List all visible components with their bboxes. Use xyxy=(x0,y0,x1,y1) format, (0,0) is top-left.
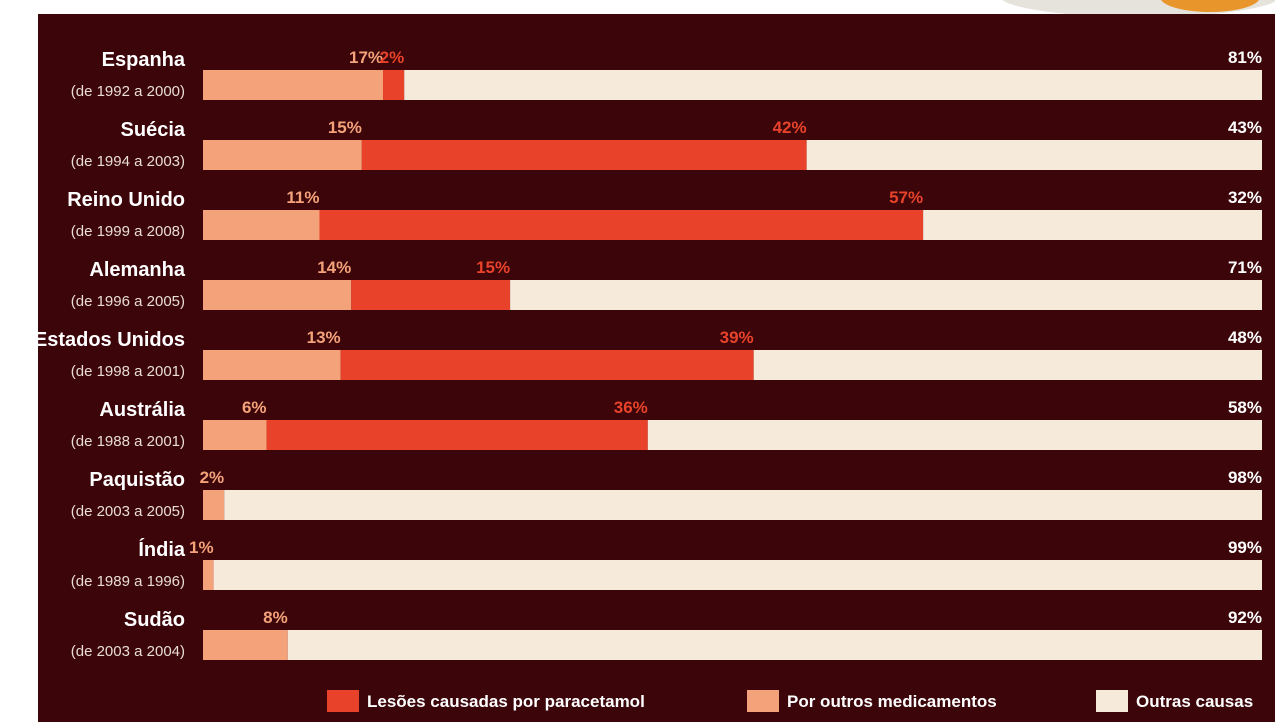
bar-paracetamol-espanha xyxy=(383,70,405,100)
bar-other-causes-reino-unido xyxy=(923,210,1262,240)
value-label-paracetamol-reino-unido: 57% xyxy=(889,188,923,207)
value-label-other-medications-reino-unido: 11% xyxy=(286,188,319,207)
bar-other-causes-india xyxy=(213,560,1263,590)
value-label-paracetamol-espanha: 2% xyxy=(380,48,405,67)
value-label-other-medications-australia: 6% xyxy=(242,398,267,417)
value-label-paracetamol-estados-unidos: 39% xyxy=(720,328,754,347)
period-label-india: (de 1989 a 1996) xyxy=(71,573,185,590)
value-label-other-causes-reino-unido: 32% xyxy=(1228,188,1262,207)
bar-other-medications-suecia xyxy=(203,140,362,170)
period-label-estados-unidos: (de 1998 a 2001) xyxy=(71,363,185,380)
country-label-australia: Austrália xyxy=(99,399,185,421)
value-label-other-causes-australia: 58% xyxy=(1228,398,1262,417)
value-label-other-causes-estados-unidos: 48% xyxy=(1228,328,1262,347)
bar-other-causes-suecia xyxy=(806,140,1262,170)
country-label-sudao: Sudão xyxy=(124,609,185,631)
bar-other-medications-reino-unido xyxy=(203,210,320,240)
top-strip xyxy=(0,0,1275,17)
legend-label-other-causes: Outras causas xyxy=(1136,692,1253,711)
bar-other-medications-estados-unidos xyxy=(203,350,341,380)
bar-other-causes-paquistao xyxy=(224,490,1263,520)
legend-swatch-paracetamol xyxy=(327,690,359,712)
bar-other-medications-paquistao xyxy=(203,490,225,520)
bar-other-medications-sudao xyxy=(203,630,288,660)
value-label-other-medications-espanha: 17% xyxy=(349,48,383,67)
legend-label-other-medications: Por outros medicamentos xyxy=(787,692,997,711)
bar-other-medications-espanha xyxy=(203,70,384,100)
value-label-other-medications-paquistao: 2% xyxy=(200,468,225,487)
country-label-paquistao: Paquistão xyxy=(89,469,185,491)
country-label-suecia: Suécia xyxy=(121,119,186,141)
period-label-alemanha: (de 1996 a 2005) xyxy=(71,293,185,310)
value-label-other-causes-alemanha: 71% xyxy=(1228,258,1262,277)
country-label-espanha: Espanha xyxy=(102,49,186,71)
legend-swatch-other-medications xyxy=(747,690,779,712)
bar-other-causes-estados-unidos xyxy=(753,350,1262,380)
value-label-other-medications-sudao: 8% xyxy=(263,608,288,627)
bar-other-medications-australia xyxy=(203,420,267,450)
bar-paracetamol-australia xyxy=(266,420,648,450)
bar-paracetamol-reino-unido xyxy=(319,210,924,240)
bar-paracetamol-estados-unidos xyxy=(340,350,754,380)
value-label-other-medications-alemanha: 14% xyxy=(317,258,351,277)
value-label-other-causes-suecia: 43% xyxy=(1228,118,1262,137)
period-label-australia: (de 1988 a 2001) xyxy=(71,433,185,450)
country-label-alemanha: Alemanha xyxy=(89,259,185,281)
country-label-reino-unido: Reino Unido xyxy=(67,189,185,211)
value-label-other-causes-india: 99% xyxy=(1228,538,1262,557)
bar-other-causes-espanha xyxy=(404,70,1263,100)
value-label-other-causes-sudao: 92% xyxy=(1228,608,1262,627)
bar-paracetamol-suecia xyxy=(361,140,807,170)
value-label-other-causes-espanha: 81% xyxy=(1228,48,1262,67)
period-label-espanha: (de 1992 a 2000) xyxy=(71,83,185,100)
period-label-paquistao: (de 2003 a 2005) xyxy=(71,503,185,520)
country-label-estados-unidos: Estados Unidos xyxy=(34,329,185,351)
period-label-reino-unido: (de 1999 a 2008) xyxy=(71,223,185,240)
corner-photo-accent xyxy=(1160,0,1260,12)
value-label-other-medications-suecia: 15% xyxy=(328,118,362,137)
value-label-paracetamol-suecia: 42% xyxy=(773,118,807,137)
period-label-suecia: (de 1994 a 2003) xyxy=(71,153,185,170)
bar-other-medications-alemanha xyxy=(203,280,352,310)
value-label-paracetamol-alemanha: 15% xyxy=(476,258,510,277)
value-label-paracetamol-australia: 36% xyxy=(614,398,648,417)
value-label-other-medications-india: 1% xyxy=(189,538,214,557)
legend-swatch-other-causes xyxy=(1096,690,1128,712)
bar-other-medications-india xyxy=(203,560,214,590)
value-label-other-medications-estados-unidos: 13% xyxy=(307,328,341,347)
bar-other-causes-australia xyxy=(647,420,1262,450)
legend-label-paracetamol: Lesões causadas por paracetamol xyxy=(367,692,645,711)
bar-paracetamol-alemanha xyxy=(351,280,511,310)
bar-other-causes-sudao xyxy=(287,630,1263,660)
country-label-india: Índia xyxy=(138,538,186,561)
value-label-other-causes-paquistao: 98% xyxy=(1228,468,1262,487)
bar-other-causes-alemanha xyxy=(510,280,1262,310)
period-label-sudao: (de 2003 a 2004) xyxy=(71,643,185,660)
